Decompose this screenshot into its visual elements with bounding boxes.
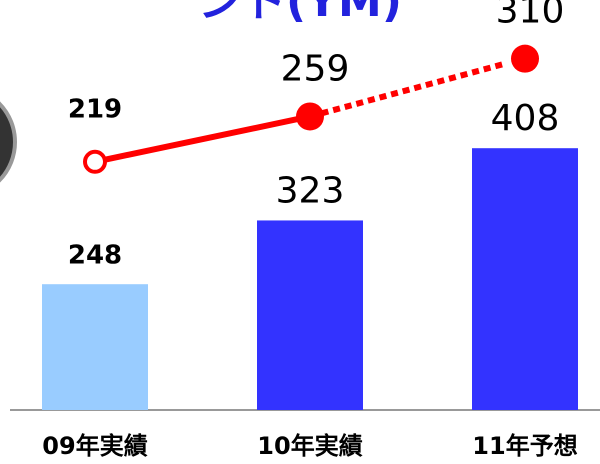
line-point: [296, 102, 324, 131]
line-point: [511, 44, 539, 73]
line-point: [83, 149, 107, 174]
line-value-label: 219: [68, 94, 122, 124]
x-tick-label: 09年実績: [42, 432, 147, 460]
bar: [42, 284, 148, 410]
bar-value-label: 248: [68, 241, 122, 271]
line-segment-forecast: [309, 60, 506, 120]
bar: [257, 220, 363, 410]
x-tick-label: 10年実績: [257, 432, 362, 460]
bar: [472, 148, 578, 410]
bar-value-label: 408: [491, 98, 560, 139]
line-value-label: 259: [281, 48, 350, 89]
chart-title: ント(YM): [198, 0, 402, 27]
line-value-label: 310: [496, 0, 565, 32]
bar-value-label: 323: [276, 170, 345, 211]
line-segment: [94, 113, 311, 165]
x-tick-label: 11年予想: [472, 432, 577, 460]
decor-circle: [0, 101, 17, 183]
